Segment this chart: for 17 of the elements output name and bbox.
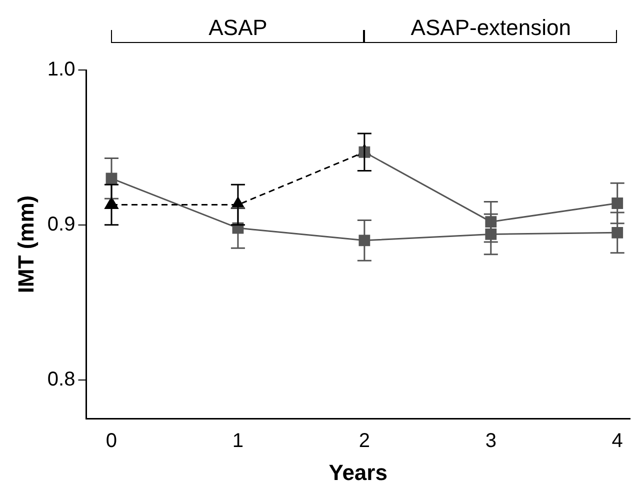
x-tick-label: 1 [232,430,244,452]
y-axis-title: IMT (mm) [13,195,38,294]
text: ASAP-extension [410,15,571,40]
y-tick-label: 1.0 [47,58,76,81]
x-tick-label: 4 [612,430,623,452]
x-tick-label: 3 [485,430,496,452]
point [612,226,624,238]
x-tick-label: 0 [106,430,118,452]
y-tick-label: 0.9 [47,213,76,236]
point [485,228,497,240]
y-tick-label: 0.8 [47,368,76,390]
point [612,198,624,209]
x-tick-label: 2 [358,430,370,452]
text: ASAP [208,15,268,40]
x-axis-title: Years [328,460,388,485]
point [485,216,497,228]
point [358,234,370,246]
